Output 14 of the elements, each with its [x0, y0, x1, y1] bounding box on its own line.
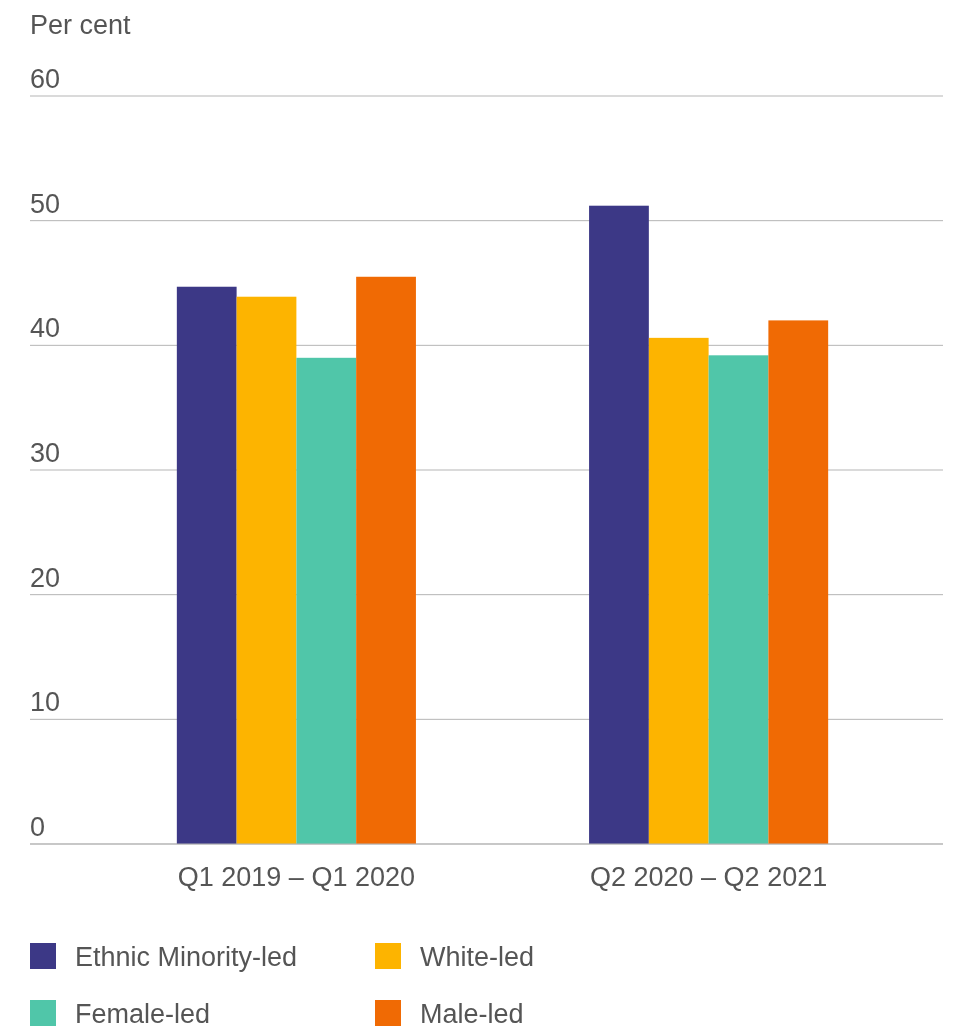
legend-label: Ethnic Minority-led	[75, 942, 298, 972]
y-tick-label: 50	[30, 188, 61, 219]
x-tick-label: Q2 2020 – Q2 2021	[590, 862, 828, 892]
legend-label: Female-led	[75, 999, 211, 1027]
y-tick-label: 40	[30, 313, 61, 344]
legend-label: White-led	[420, 942, 535, 972]
x-tick-label: Q1 2019 – Q1 2020	[177, 862, 415, 892]
y-tick-label: 10	[30, 687, 61, 718]
legend-label: Male-led	[420, 999, 524, 1027]
y-axis-title: Per cent	[30, 10, 132, 40]
y-tick-label: 20	[30, 562, 61, 593]
y-tick-label: 60	[30, 64, 61, 94]
y-tick-label: 30	[30, 438, 61, 468]
y-tick-label: 0	[30, 812, 46, 842]
